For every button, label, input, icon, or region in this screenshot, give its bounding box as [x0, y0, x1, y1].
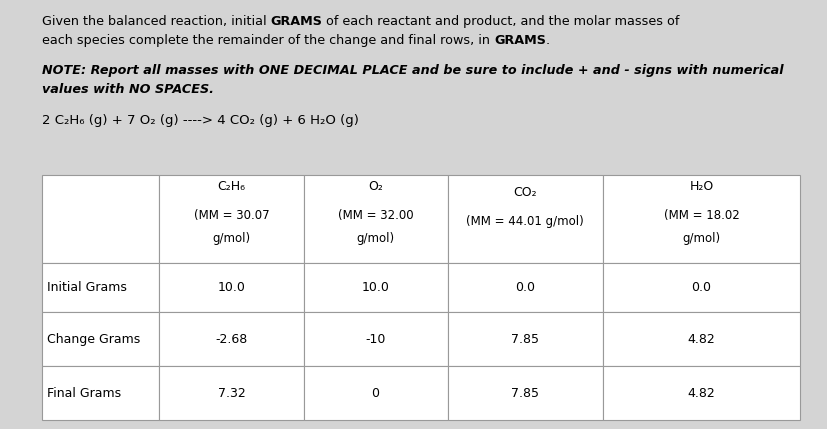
- Text: of each reactant and product, and the molar masses of: of each reactant and product, and the mo…: [322, 15, 679, 28]
- Text: 0.0: 0.0: [691, 281, 710, 294]
- Text: C₂H₆: C₂H₆: [218, 180, 245, 193]
- Bar: [447, 175, 602, 263]
- Bar: [447, 263, 602, 312]
- Text: Initial Grams: Initial Grams: [47, 281, 127, 294]
- Bar: [304, 175, 447, 263]
- Bar: [602, 263, 799, 312]
- Text: g/mol): g/mol): [356, 233, 394, 245]
- Bar: [304, 263, 447, 312]
- Text: 10.0: 10.0: [361, 281, 389, 294]
- Text: 10.0: 10.0: [218, 281, 245, 294]
- Text: 2 C₂H₆ (g) + 7 O₂ (g) ----> 4 CO₂ (g) + 6 H₂O (g): 2 C₂H₆ (g) + 7 O₂ (g) ----> 4 CO₂ (g) + …: [42, 114, 358, 127]
- Text: Change Grams: Change Grams: [47, 332, 140, 346]
- Text: 0.0: 0.0: [514, 281, 534, 294]
- Bar: [304, 312, 447, 366]
- Text: 7.85: 7.85: [510, 387, 538, 399]
- Bar: [602, 312, 799, 366]
- Text: (MM = 18.02: (MM = 18.02: [662, 208, 739, 221]
- Bar: [447, 312, 602, 366]
- Bar: [160, 175, 304, 263]
- Text: GRAMS: GRAMS: [270, 15, 322, 28]
- Text: NOTE: Report all masses with ONE DECIMAL PLACE: NOTE: Report all masses with ONE DECIMAL…: [42, 64, 412, 77]
- Bar: [42, 312, 160, 366]
- Bar: [42, 366, 160, 420]
- Text: g/mol): g/mol): [681, 233, 719, 245]
- Text: Given the balanced reaction, initial: Given the balanced reaction, initial: [42, 15, 270, 28]
- Bar: [304, 366, 447, 420]
- Text: -2.68: -2.68: [215, 332, 247, 346]
- Text: -10: -10: [365, 332, 385, 346]
- Bar: [447, 366, 602, 420]
- Bar: [160, 312, 304, 366]
- Text: (MM = 44.01 g/mol): (MM = 44.01 g/mol): [466, 214, 583, 228]
- Bar: [602, 366, 799, 420]
- Text: CO₂: CO₂: [513, 186, 537, 199]
- Text: each species complete the remainder of the change and final rows, in: each species complete the remainder of t…: [42, 34, 494, 47]
- Text: .: .: [545, 34, 549, 47]
- Text: O₂: O₂: [368, 180, 383, 193]
- Text: g/mol): g/mol): [213, 233, 251, 245]
- Bar: [160, 263, 304, 312]
- Text: 4.82: 4.82: [686, 332, 715, 346]
- Text: 7.85: 7.85: [510, 332, 538, 346]
- Text: and be sure to include + and - signs with numerical: and be sure to include + and - signs wit…: [412, 64, 782, 77]
- Bar: [602, 175, 799, 263]
- Text: 0: 0: [371, 387, 379, 399]
- Text: values with NO SPACES.: values with NO SPACES.: [42, 83, 213, 97]
- Text: 7.32: 7.32: [218, 387, 245, 399]
- Text: GRAMS: GRAMS: [494, 34, 545, 47]
- Text: (MM = 30.07: (MM = 30.07: [194, 208, 269, 221]
- Bar: [42, 263, 160, 312]
- Text: Final Grams: Final Grams: [47, 387, 121, 399]
- Bar: [160, 366, 304, 420]
- Text: H₂O: H₂O: [689, 180, 713, 193]
- Text: 4.82: 4.82: [686, 387, 715, 399]
- Text: (MM = 32.00: (MM = 32.00: [337, 208, 413, 221]
- Bar: [42, 175, 160, 263]
